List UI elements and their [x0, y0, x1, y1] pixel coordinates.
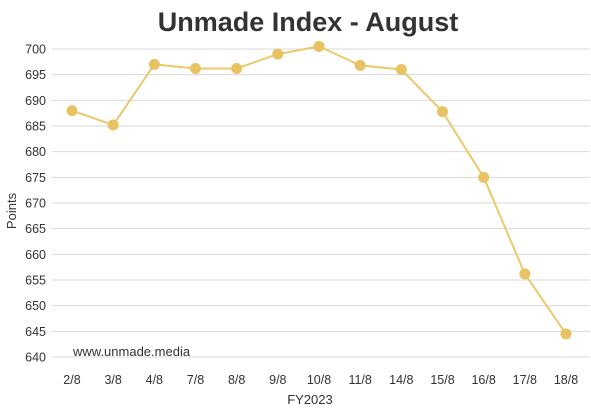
- x-axis-ticks: 2/8 3/8 4/8 7/8 8/8 9/8 10/8 11/8 14/8 15/8 16/8 17…: [63, 373, 578, 387]
- y-tick-label: 660: [25, 248, 46, 262]
- y-tick-label: 665: [25, 222, 46, 236]
- x-tick-label: 16/8: [471, 373, 495, 387]
- x-tick-label: 4/8: [146, 373, 163, 387]
- series-polyline: [71, 45, 567, 335]
- y-axis-label: Points: [4, 192, 19, 229]
- data-point-3-8[interactable]: [107, 119, 119, 131]
- y-tick-label: 650: [25, 299, 46, 313]
- x-tick-label: 7/8: [187, 373, 204, 387]
- x-tick-label: 10/8: [307, 373, 331, 387]
- y-tick-label: 695: [25, 68, 46, 82]
- y-tick-label: 655: [25, 274, 46, 288]
- y-tick-label: 700: [25, 43, 46, 57]
- x-tick-label: 3/8: [104, 373, 121, 387]
- data-point-16-8[interactable]: [478, 171, 490, 183]
- x-tick-label: 9/8: [269, 373, 286, 387]
- y-tick-label: 680: [25, 145, 46, 159]
- data-point-9-8[interactable]: [272, 48, 284, 60]
- data-point-4-8[interactable]: [148, 58, 160, 70]
- x-axis-label: FY2023: [287, 392, 333, 407]
- y-tick-label: 640: [25, 351, 46, 365]
- data-point-10-8[interactable]: [313, 40, 325, 52]
- y-tick-label: 690: [25, 94, 46, 108]
- x-tick-label: 15/8: [430, 373, 454, 387]
- data-point-7-8[interactable]: [190, 63, 201, 75]
- y-tick-label: 670: [25, 197, 46, 211]
- data-point-14-8[interactable]: [395, 64, 407, 76]
- source-annotation: www.unmade.media: [72, 344, 191, 359]
- data-point-2-8[interactable]: [66, 105, 78, 117]
- x-tick-label: 8/8: [228, 373, 245, 387]
- y-tick-label: 645: [25, 325, 46, 339]
- data-point-11-8[interactable]: [354, 59, 366, 71]
- y-tick-label: 675: [25, 171, 46, 185]
- chart-title: Unmade Index - August: [158, 7, 459, 37]
- y-tick-label: 685: [25, 120, 46, 134]
- data-point-8-8[interactable]: [231, 63, 243, 75]
- y-axis-ticks: 640 645 650 655 660 665 670 675 680 685 690 695 700: [25, 43, 46, 365]
- x-tick-label: 18/8: [554, 373, 578, 387]
- x-tick-label: 11/8: [348, 373, 371, 387]
- data-point-15-8[interactable]: [437, 106, 448, 118]
- x-tick-label: 14/8: [389, 373, 413, 387]
- x-tick-label: 17/8: [513, 373, 537, 387]
- x-tick-label: 2/8: [63, 373, 80, 387]
- series-line: [66, 40, 572, 340]
- data-point-18-8[interactable]: [560, 328, 572, 340]
- data-point-17-8[interactable]: [519, 268, 531, 280]
